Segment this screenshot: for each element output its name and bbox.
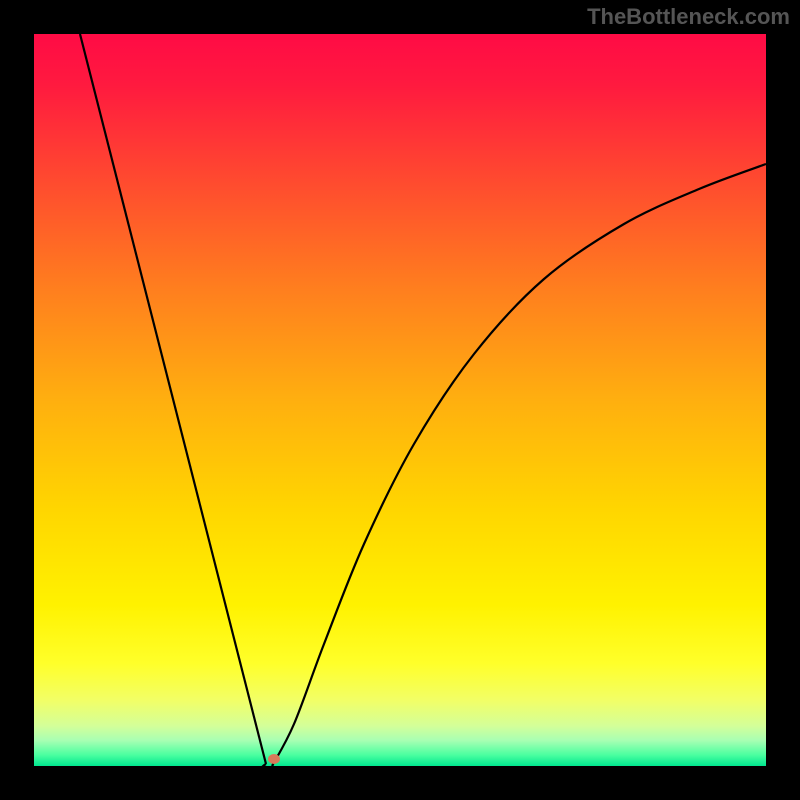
plot-area (34, 34, 766, 766)
chart-container: TheBottleneck.com (0, 0, 800, 800)
plot-svg (34, 34, 766, 766)
vertex-marker (268, 754, 280, 764)
watermark-text: TheBottleneck.com (587, 4, 790, 30)
gradient-rect (34, 34, 766, 766)
